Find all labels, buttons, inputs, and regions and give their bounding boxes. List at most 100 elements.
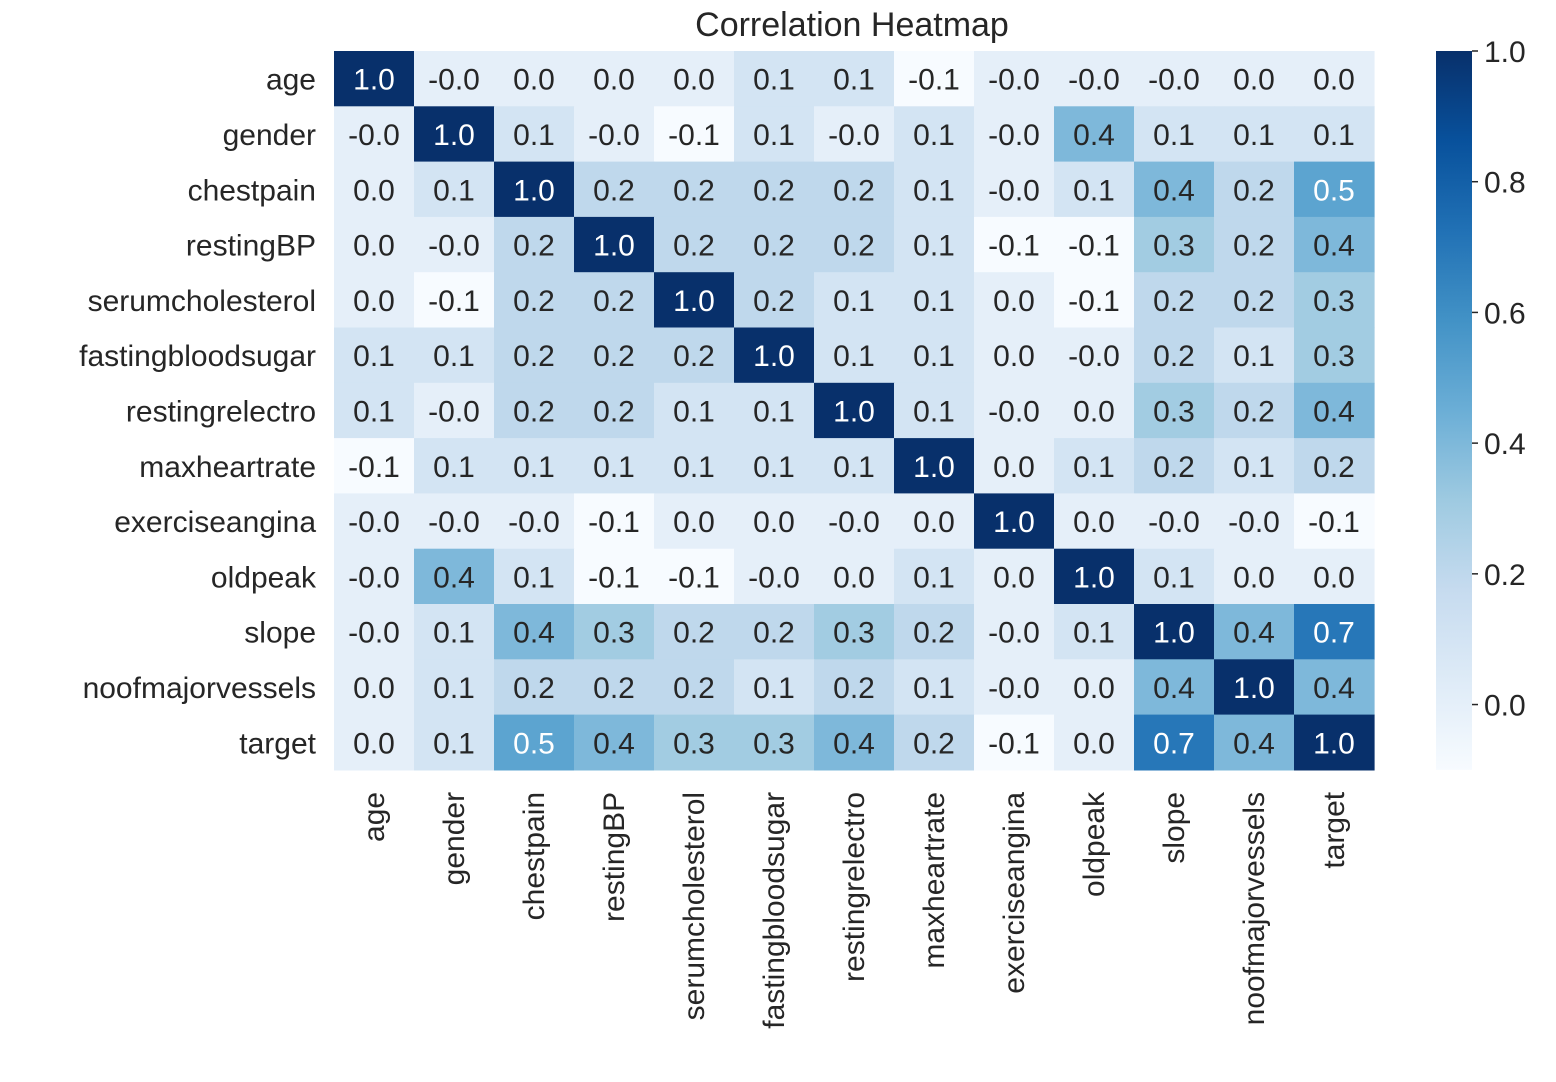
cell-value-label: 0.2 xyxy=(753,617,795,650)
heatmap-cell xyxy=(1214,106,1295,163)
cell-value-label: 0.0 xyxy=(1073,395,1115,428)
cell-value-label: 0.2 xyxy=(673,340,715,373)
heatmap-cell xyxy=(814,493,895,550)
heatmap-cell xyxy=(1294,548,1375,605)
heatmap-cell xyxy=(414,272,495,329)
cell-value-label: 1.0 xyxy=(1233,672,1275,705)
heatmap-cell xyxy=(414,548,495,605)
x-tick-label: age xyxy=(358,792,391,842)
heatmap-cell xyxy=(734,106,815,163)
heatmap-cell xyxy=(1214,493,1295,550)
cell-value-label: 0.4 xyxy=(1073,119,1115,152)
cell-value-label: 0.1 xyxy=(1233,119,1275,152)
heatmap-cell xyxy=(1294,604,1375,660)
heatmap-cell xyxy=(734,548,815,605)
cell-value-label: 0.2 xyxy=(1233,230,1275,263)
heatmap-cell xyxy=(414,493,495,550)
heatmap-cell xyxy=(414,382,495,439)
cell-value-label: -0.0 xyxy=(988,64,1040,97)
cell-value-label: 0.1 xyxy=(913,230,955,263)
y-tick-label: serumcholesterol xyxy=(88,285,316,318)
heatmap-cell xyxy=(894,548,975,605)
heatmap-cell xyxy=(334,106,415,163)
cell-value-label: 0.2 xyxy=(1233,285,1275,318)
cell-value-label: 0.2 xyxy=(673,617,715,650)
cell-value-label: 0.1 xyxy=(913,174,955,207)
heatmap-cell xyxy=(1054,382,1135,439)
cell-value-label: 0.1 xyxy=(433,617,475,650)
heatmap-cell xyxy=(494,548,575,605)
colorbar-tick-label: 0.6 xyxy=(1484,297,1526,330)
heatmap-cell xyxy=(1134,51,1215,107)
heatmap-cell xyxy=(814,714,895,771)
cell-value-label: -0.0 xyxy=(988,672,1040,705)
y-tick-label: gender xyxy=(223,119,316,152)
cell-value-label: 0.0 xyxy=(1233,561,1275,594)
cell-value-label: 0.2 xyxy=(1153,451,1195,484)
cell-value-label: 0.1 xyxy=(913,340,955,373)
cell-value-label: 0.1 xyxy=(673,395,715,428)
heatmap-cell xyxy=(734,216,815,273)
heatmap-cell xyxy=(1134,659,1215,716)
heatmap-cell xyxy=(1294,161,1375,218)
x-tick-label: restingBP xyxy=(598,792,631,922)
cell-value-label: 0.2 xyxy=(513,285,555,318)
heatmap-cell xyxy=(1134,216,1215,273)
heatmap-cell-labels: 1.0 -0.0 0.0 0.0 0.0 0.1 0.1 -0.1 -0.0 -0.0 -0.0 0.… xyxy=(348,64,1360,761)
colorbar xyxy=(1436,51,1472,770)
heatmap-cell xyxy=(654,659,735,716)
heatmap-cell xyxy=(814,659,895,716)
cell-value-label: 0.3 xyxy=(1313,285,1355,318)
heatmap-cell xyxy=(334,382,415,439)
heatmap-cell xyxy=(1054,216,1135,273)
cell-value-label: -0.0 xyxy=(988,174,1040,207)
heatmap-cell xyxy=(734,327,815,384)
cell-value-label: 0.2 xyxy=(1313,451,1355,484)
heatmap-cell xyxy=(1134,438,1215,494)
heatmap-cell xyxy=(1294,659,1375,716)
cell-value-label: 0.1 xyxy=(1073,451,1115,484)
y-tick-label: restingBP xyxy=(186,230,316,263)
heatmap-cell xyxy=(1054,51,1135,107)
heatmap-cell xyxy=(894,216,975,273)
cell-value-label: 0.0 xyxy=(593,64,635,97)
cell-value-label: -0.0 xyxy=(348,119,400,152)
heatmap-cell xyxy=(494,106,575,163)
heatmap-cell xyxy=(494,714,575,771)
y-tick-label: oldpeak xyxy=(211,561,317,594)
x-tick-label: target xyxy=(1318,791,1351,868)
heatmap-cell xyxy=(1294,106,1375,163)
cell-value-label: 0.1 xyxy=(673,451,715,484)
cell-value-label: -0.1 xyxy=(1068,285,1120,318)
cell-value-label: 0.1 xyxy=(1153,561,1195,594)
x-tick-label: maxheartrate xyxy=(918,792,951,969)
y-tick-label: target xyxy=(239,727,316,760)
heatmap-cell xyxy=(814,438,895,494)
cell-value-label: 0.7 xyxy=(1313,617,1355,650)
heatmap-cell xyxy=(734,382,815,439)
cell-value-label: 0.2 xyxy=(513,230,555,263)
x-tick-label: restingrelectro xyxy=(838,792,871,982)
heatmap-cell xyxy=(334,438,415,494)
cell-value-label: -0.1 xyxy=(988,230,1040,263)
cell-value-label: -0.1 xyxy=(1308,506,1360,539)
heatmap-cell xyxy=(974,604,1055,660)
cell-value-label: 0.1 xyxy=(1073,617,1115,650)
heatmap-cell xyxy=(1294,438,1375,494)
heatmap-cell xyxy=(814,51,895,107)
x-tick-label: serumcholesterol xyxy=(678,792,711,1020)
cell-value-label: 0.2 xyxy=(593,285,635,318)
heatmap-cell xyxy=(1294,327,1375,384)
cell-value-label: -0.0 xyxy=(988,617,1040,650)
cell-value-label: 0.2 xyxy=(1153,340,1195,373)
heatmap-cell xyxy=(334,548,415,605)
heatmap-cell xyxy=(574,216,655,273)
heatmap-cell xyxy=(654,493,735,550)
heatmap-cell xyxy=(894,604,975,660)
cell-value-label: 0.2 xyxy=(1233,395,1275,428)
cell-value-label: 1.0 xyxy=(593,230,635,263)
x-tick-label: gender xyxy=(438,792,471,885)
cell-value-label: -0.0 xyxy=(588,119,640,152)
x-tick-label: slope xyxy=(1158,792,1191,864)
